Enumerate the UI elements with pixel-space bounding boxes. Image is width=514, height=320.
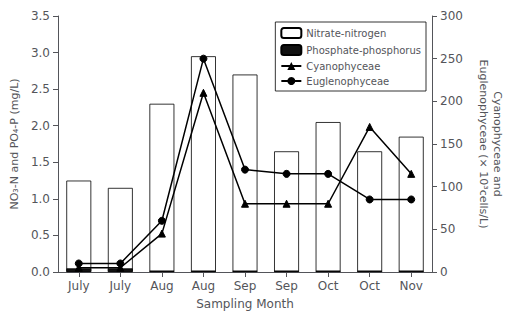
- svg-text:1.0: 1.0: [31, 192, 50, 206]
- svg-text:Oct: Oct: [359, 279, 380, 293]
- svg-text:300: 300: [440, 9, 463, 23]
- svg-text:Sampling Month: Sampling Month: [196, 297, 294, 311]
- svg-text:150: 150: [440, 137, 463, 151]
- svg-text:July: July: [67, 279, 90, 293]
- svg-text:0: 0: [440, 265, 448, 279]
- svg-text:Aug: Aug: [150, 279, 173, 293]
- svg-text:3.5: 3.5: [31, 9, 50, 23]
- svg-text:Cyanophyceae: Cyanophyceae: [306, 61, 380, 72]
- svg-text:Sep: Sep: [234, 279, 257, 293]
- svg-text:Nov: Nov: [400, 279, 423, 293]
- svg-text:Euglenophyceae (× 10³cells/L): Euglenophyceae (× 10³cells/L): [477, 60, 490, 229]
- svg-text:Cyanophyceae and: Cyanophyceae and: [491, 91, 504, 197]
- svg-text:50: 50: [440, 222, 455, 236]
- svg-text:250: 250: [440, 52, 463, 66]
- svg-text:3.0: 3.0: [31, 46, 50, 60]
- svg-text:Phosphate-phosphorus: Phosphate-phosphorus: [306, 45, 421, 56]
- svg-text:1.5: 1.5: [31, 155, 50, 169]
- svg-text:Oct: Oct: [318, 279, 339, 293]
- svg-text:2.5: 2.5: [31, 82, 50, 96]
- svg-text:2.0: 2.0: [31, 119, 50, 133]
- svg-text:Euglenophyceae: Euglenophyceae: [306, 76, 389, 87]
- svg-text:July: July: [109, 279, 132, 293]
- svg-text:100: 100: [440, 180, 463, 194]
- svg-text:NO₃-N and PO₄-P (mg/L): NO₃-N and PO₄-P (mg/L): [8, 78, 21, 209]
- svg-text:Sep: Sep: [275, 279, 298, 293]
- svg-text:200: 200: [440, 94, 463, 108]
- svg-text:0.0: 0.0: [31, 265, 50, 279]
- svg-text:0.5: 0.5: [31, 228, 50, 242]
- svg-text:Aug: Aug: [192, 279, 215, 293]
- svg-text:Nitrate-nitrogen: Nitrate-nitrogen: [306, 28, 386, 39]
